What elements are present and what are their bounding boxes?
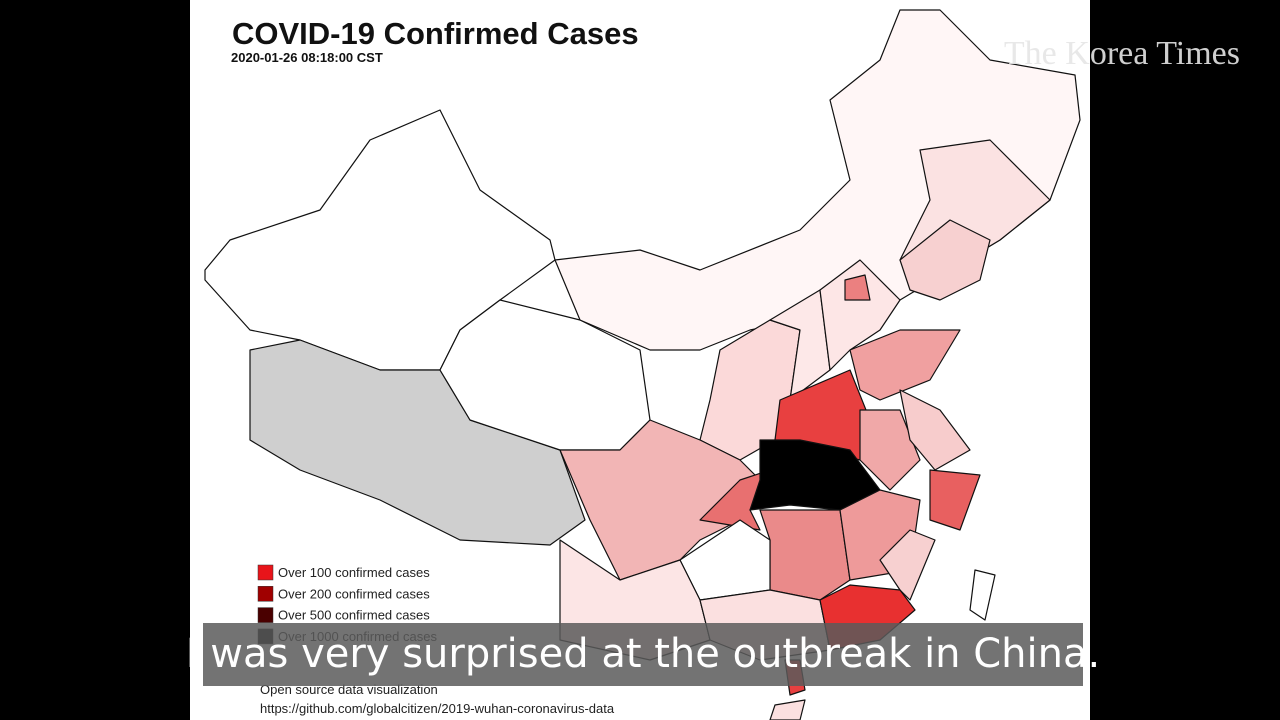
province: [759, 509, 851, 601]
source-url: https://github.com/globalcitizen/2019-wu…: [260, 701, 615, 716]
subtitle: I was very surprised at the outbreak in …: [186, 631, 1100, 677]
province: [769, 699, 806, 720]
province: [769, 289, 831, 401]
province: [204, 109, 556, 371]
map: [204, 9, 1081, 720]
province: [439, 299, 651, 451]
province: [929, 469, 981, 531]
legend-swatch: [257, 586, 274, 602]
legend-swatch: [257, 564, 274, 581]
watermark: The Korea Times: [1004, 35, 1240, 72]
province: [849, 329, 961, 401]
legend-label: Over 200 confirmed cases: [278, 586, 430, 601]
province: [844, 274, 871, 301]
legend-label: Over 100 confirmed cases: [278, 565, 430, 580]
province: [249, 339, 586, 546]
province: [899, 389, 971, 471]
province: [969, 569, 996, 621]
province: [879, 529, 936, 601]
legend-label: Over 500 confirmed cases: [278, 608, 430, 623]
province: [899, 219, 991, 301]
timestamp: 2020-01-26 08:18:00 CST: [231, 50, 383, 65]
legend-swatch: [257, 607, 274, 623]
map-title: COVID-19 Confirmed Cases: [232, 16, 639, 51]
province: [859, 409, 921, 491]
subtitle-bar: [203, 623, 1083, 686]
province: [819, 259, 901, 371]
